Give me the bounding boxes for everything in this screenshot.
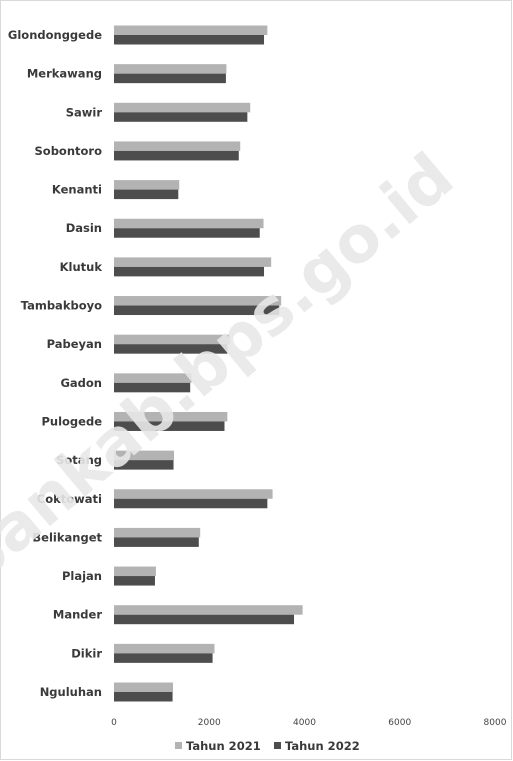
bar-2021-belikanget <box>114 527 201 538</box>
bar-2021-plajan <box>114 566 156 577</box>
category-label: Dikir <box>71 646 102 660</box>
bar-2022-pulogede <box>114 421 225 431</box>
legend-swatch-2021 <box>175 742 182 749</box>
x-tick-label: 2000 <box>198 718 221 728</box>
bar-2021-nguluhan <box>114 682 174 692</box>
legend-label-2022: Tahun 2022 <box>285 739 360 753</box>
bar-2021-sawir <box>114 102 251 113</box>
category-label: Mander <box>53 608 102 622</box>
legend-label-2021: Tahun 2021 <box>186 739 261 753</box>
category-label: Belikanget <box>32 530 102 544</box>
bar-2022-sotang <box>114 460 174 470</box>
bar-2022-sawir <box>114 112 248 122</box>
category-label: Glondonggede <box>8 28 102 42</box>
x-axis-tick-labels: 0 2000 4000 6000 8000 <box>111 718 507 728</box>
x-tick-label: 0 <box>111 718 117 728</box>
category-label: Gadon <box>60 376 102 390</box>
bar-2022-gadon <box>114 382 191 393</box>
x-tick-label: 6000 <box>388 718 411 728</box>
bar-2022-glondonggede <box>114 35 265 45</box>
bar-2022-tambakboyo <box>114 305 280 316</box>
bar-2021-dasin <box>114 218 264 229</box>
bar-2022-dikir <box>114 653 213 663</box>
bar-2021-gadon <box>114 373 192 383</box>
category-label: Kenanti <box>52 183 102 197</box>
category-label: Sobontoro <box>35 144 103 158</box>
category-label: Sotang <box>56 453 102 467</box>
category-label: Dasin <box>66 221 102 235</box>
legend: Tahun 2021 Tahun 2022 <box>175 739 360 753</box>
bar-2022-kenanti <box>114 189 179 200</box>
bar-2021-tambakboyo <box>114 296 282 306</box>
bar-2022-plajan <box>114 576 155 586</box>
category-label: Sawir <box>66 105 103 119</box>
bar-2021-pulogede <box>114 411 228 422</box>
bars-group <box>114 25 303 702</box>
bar-2022-nguluhan <box>114 692 173 702</box>
category-label: Merkawang <box>27 67 102 81</box>
category-label: Klutuk <box>60 260 103 274</box>
bar-2021-sobontoro <box>114 141 241 151</box>
bar-2021-klutuk <box>114 257 272 267</box>
bar-2022-coktowati <box>114 498 268 509</box>
x-tick-label: 8000 <box>484 718 507 728</box>
bar-2021-coktowati <box>114 489 273 499</box>
bar-2021-glondonggede <box>114 25 268 35</box>
category-label: Pulogede <box>41 414 102 428</box>
category-labels: Glondonggede Merkawang Sawir Sobontoro Kenan… <box>8 28 103 699</box>
bar-2022-merkawang <box>114 73 226 84</box>
category-label: Coktowati <box>37 492 102 506</box>
bar-2021-sotang <box>114 450 175 461</box>
legend-swatch-2022 <box>274 742 281 749</box>
category-label: Plajan <box>62 569 102 583</box>
bar-2022-sobontoro <box>114 150 239 161</box>
bar-2021-mander <box>114 605 303 615</box>
bar-2022-belikanget <box>114 537 199 547</box>
category-label: Nguluhan <box>40 685 102 699</box>
category-label: Pabeyan <box>47 337 102 351</box>
bar-2021-dikir <box>114 643 215 654</box>
bar-2022-dasin <box>114 228 260 238</box>
bar-2022-mander <box>114 614 295 625</box>
bar-2021-merkawang <box>114 64 227 74</box>
bar-2021-pabeyan <box>114 334 230 345</box>
x-tick-label: 4000 <box>293 718 316 728</box>
bar-2021-kenanti <box>114 180 180 190</box>
bar-2022-pabeyan <box>114 344 228 354</box>
bar-2022-klutuk <box>114 266 265 277</box>
category-label: Tambakboyo <box>21 299 102 313</box>
